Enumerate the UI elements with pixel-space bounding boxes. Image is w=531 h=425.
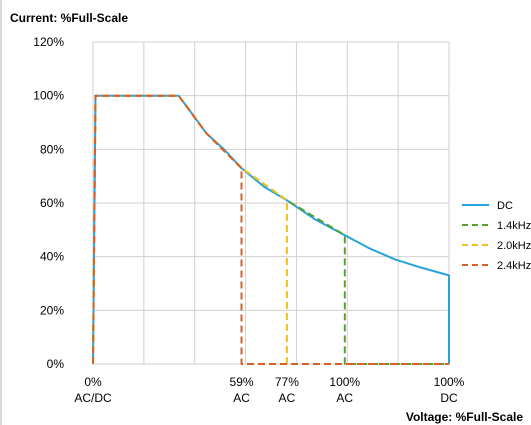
x-tick-label: 0% (84, 375, 102, 389)
series-lines (92, 94, 450, 365)
x-tick-labels: 0% AC/DC 59% AC 77% AC 100% AC 100% DC (74, 375, 464, 405)
series-line-dc (92, 94, 450, 365)
y-tick-label: 40% (40, 250, 64, 264)
legend-label: 2.0kHz (497, 240, 531, 252)
x-axis-title: Voltage: %Full-Scale (406, 410, 523, 424)
legend-label: DC (497, 200, 513, 212)
legend-label: 2.4kHz (497, 260, 531, 272)
y-axis-title: Current: %Full-Scale (10, 11, 128, 25)
y-tick-label: 100% (33, 89, 64, 103)
y-tick-label: 20% (40, 303, 64, 317)
series-line-2-0khz (92, 94, 449, 365)
x-tick-label: 100% (434, 375, 465, 389)
x-tick-label: 100% (329, 375, 360, 389)
x-tick-sublabel: AC (336, 391, 353, 405)
x-tick-label: 59% (230, 375, 254, 389)
y-tick-label: 80% (40, 142, 64, 156)
x-tick-sublabel: AC/DC (74, 391, 112, 405)
x-tick-sublabel: AC (233, 391, 250, 405)
x-tick-sublabel: AC (279, 391, 296, 405)
series-line-1-4khz (92, 94, 449, 365)
x-tick-label: 77% (275, 375, 299, 389)
series-line-2-4khz (92, 94, 449, 365)
y-tick-labels: 0% 20% 40% 60% 80% 100% 120% (33, 35, 64, 371)
y-tick-label: 120% (33, 35, 64, 49)
legend: DC 1.4kHz 2.0kHz 2.4kHz (462, 200, 531, 272)
x-tick-sublabel: DC (440, 391, 458, 405)
legend-label: 1.4kHz (497, 220, 531, 232)
grid (92, 41, 450, 365)
y-tick-label: 0% (47, 357, 65, 371)
y-tick-label: 60% (40, 196, 64, 210)
